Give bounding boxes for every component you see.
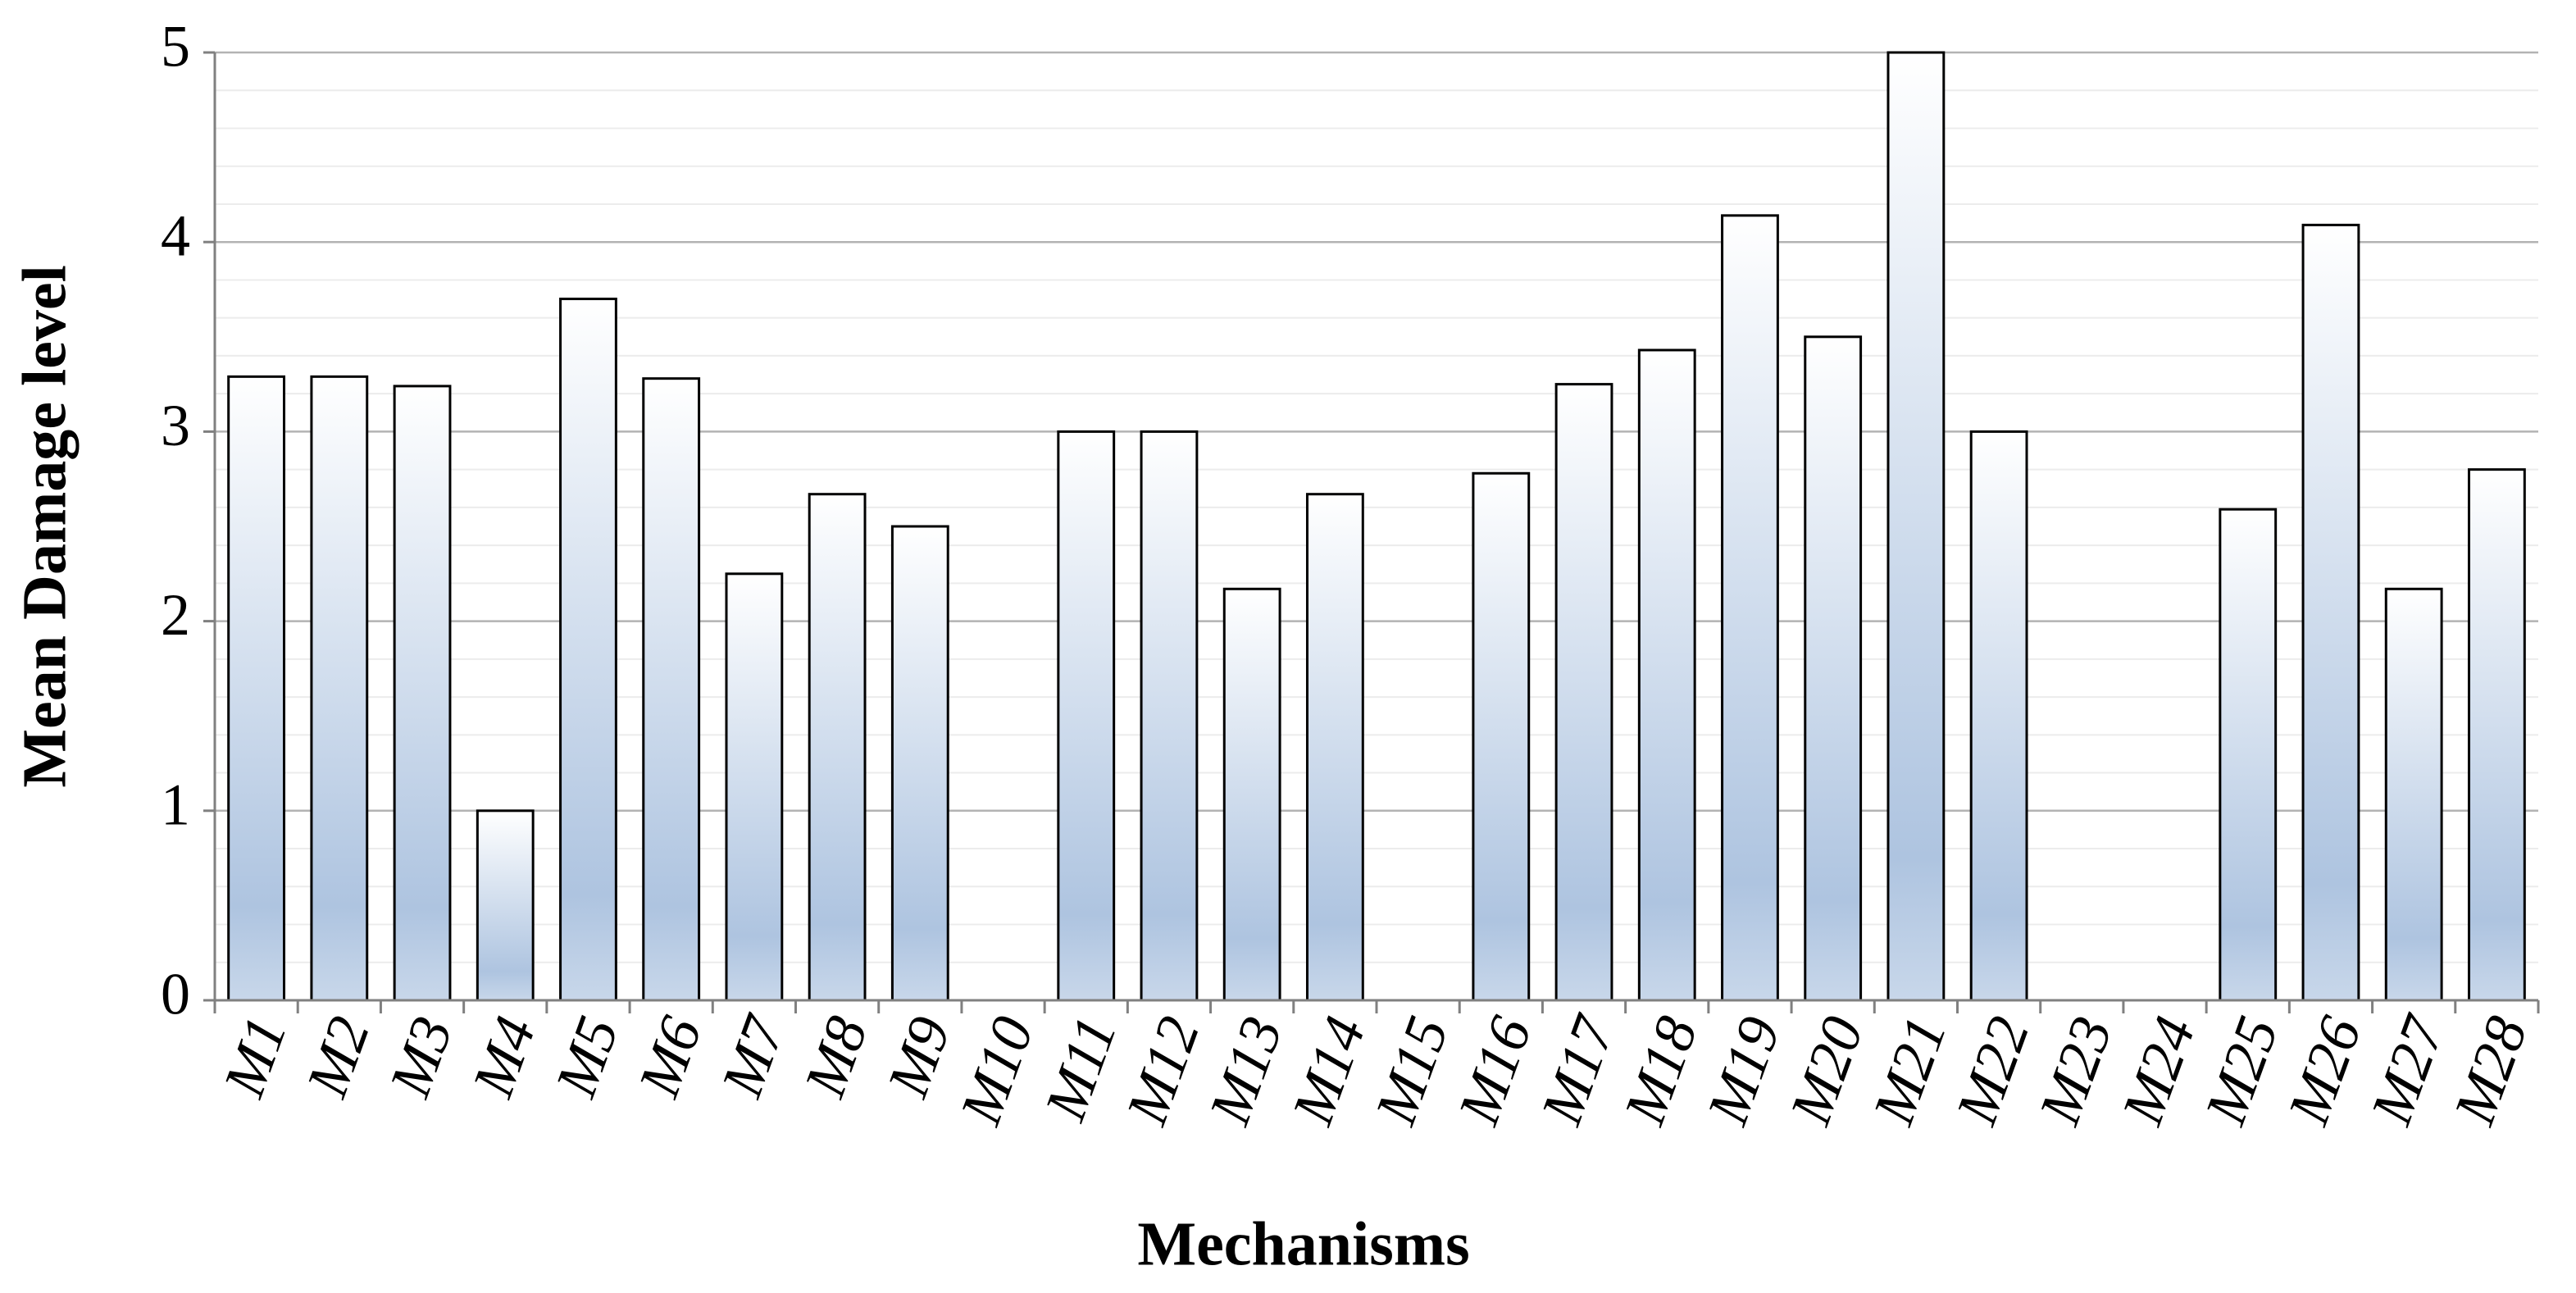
x-axis-title: Mechanisms	[1137, 1209, 1469, 1278]
x-tick-label: M27	[2358, 1006, 2458, 1133]
x-tick-label: M3	[376, 1008, 465, 1106]
bar	[2384, 587, 2443, 1002]
x-tick-label: M17	[1528, 1006, 1628, 1133]
x-tick-label: M25	[2192, 1008, 2292, 1133]
bar	[890, 525, 949, 1002]
x-tick-label: M7	[708, 1006, 798, 1105]
bar	[642, 377, 701, 1002]
bar	[393, 385, 452, 1002]
bar	[1140, 430, 1199, 1002]
bar	[2301, 223, 2360, 1002]
bar	[1721, 214, 1779, 1002]
x-tick-label: M22	[1943, 1008, 2042, 1133]
x-tick-label: M23	[2026, 1008, 2125, 1133]
bar	[1637, 348, 1696, 1002]
bar	[559, 298, 617, 1002]
x-tick-label: M12	[1113, 1008, 1213, 1133]
bar	[1305, 493, 1364, 1002]
y-tick-label: 4	[161, 203, 190, 269]
bar	[1222, 587, 1281, 1002]
x-tick-label: M18	[1611, 1008, 1710, 1133]
bar	[1554, 383, 1613, 1002]
bar	[1969, 430, 2028, 1002]
bar	[1886, 51, 1946, 1002]
x-tick-label: M26	[2275, 1008, 2374, 1133]
x-tick-label: M28	[2441, 1008, 2540, 1133]
x-tick-label: M5	[543, 1008, 631, 1106]
x-tick-label: M4	[459, 1008, 548, 1106]
x-tick-label: M15	[1363, 1008, 1462, 1133]
y-tick-label: 2	[161, 582, 190, 648]
bar	[227, 375, 286, 1002]
bar	[725, 572, 784, 1002]
x-tick-label: M8	[791, 1008, 880, 1106]
y-tick-label: 1	[161, 772, 190, 837]
bar	[1804, 335, 1863, 1002]
bar	[2467, 468, 2526, 1002]
bar	[476, 809, 535, 1002]
x-tick-label: M24	[2109, 1008, 2208, 1133]
y-tick-label: 5	[161, 14, 190, 80]
x-tick-label: M20	[1777, 1008, 1877, 1133]
y-tick-label: 0	[161, 962, 190, 1027]
bar	[1472, 471, 1531, 1002]
bar	[1057, 430, 1116, 1002]
x-tick-label: M6	[626, 1008, 714, 1106]
bar	[310, 375, 369, 1002]
bar	[808, 493, 867, 1002]
bar	[2219, 508, 2278, 1002]
x-tick-label: M9	[875, 1008, 963, 1106]
x-tick-label: M13	[1196, 1008, 1295, 1133]
y-tick-label: 3	[161, 393, 190, 458]
x-tick-label: M10	[947, 1008, 1046, 1133]
x-tick-label: M1	[211, 1008, 299, 1106]
y-axis-title: Mean Damage level	[10, 265, 79, 787]
x-tick-label: M16	[1445, 1008, 1545, 1133]
x-tick-label: M2	[294, 1008, 382, 1106]
x-tick-label: M21	[1860, 1008, 1959, 1133]
x-tick-label: M14	[1279, 1008, 1378, 1133]
x-tick-label: M19	[1694, 1008, 1793, 1133]
